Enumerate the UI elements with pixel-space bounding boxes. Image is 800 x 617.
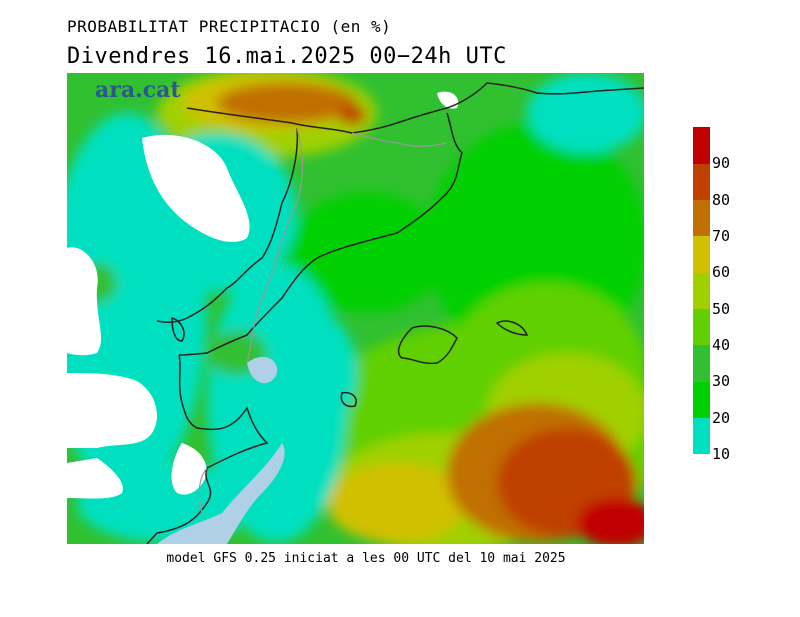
colorbar-segment [693, 199, 710, 237]
map-svg [67, 73, 644, 544]
colorbar-tick-label: 30 [712, 372, 731, 391]
aracat-logo: ara.cat [95, 77, 181, 103]
colorbar-tick-label: 70 [712, 227, 731, 245]
colorbar-segment [693, 308, 710, 346]
low-probability-area [157, 356, 285, 544]
colorbar-segment [693, 236, 710, 273]
colorbar-segment [693, 127, 710, 164]
colorbar [693, 127, 710, 455]
colorbar-tick-label: 60 [712, 263, 731, 282]
coastlines [146, 82, 644, 544]
colorbar-tick-label: 10 [712, 445, 731, 463]
colorbar-segment [693, 417, 710, 455]
chart-title: PROBABILITAT PRECIPITACIO (en %) [67, 17, 392, 36]
colorbar-segment [693, 163, 710, 201]
probability-fields [67, 73, 644, 544]
colorbar-tick-label: 90 [712, 154, 731, 173]
colorbar-segment [693, 381, 710, 419]
zero-probability-area [67, 91, 459, 499]
colorbar-segment [693, 272, 710, 310]
precipitation-map: ara.cat [67, 73, 644, 544]
colorbar-tick-label: 50 [712, 299, 731, 318]
colorbar-segment [693, 345, 710, 382]
country-borders [198, 127, 448, 514]
chart-subtitle: Divendres 16.mai.2025 00−24h UTC [67, 44, 507, 69]
colorbar-tick-label: 80 [712, 190, 731, 209]
model-footer: model GFS 0.25 iniciat a les 00 UTC del … [166, 551, 566, 566]
colorbar-tick-label: 20 [712, 408, 731, 427]
colorbar-tick-label: 40 [712, 336, 731, 354]
